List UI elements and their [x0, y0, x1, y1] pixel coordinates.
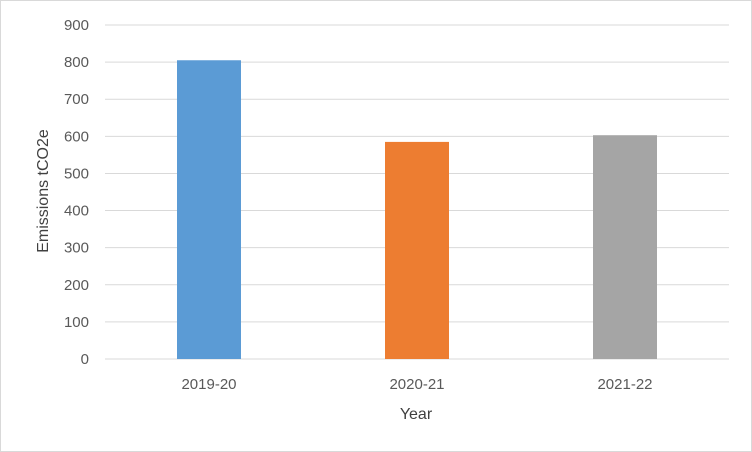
y-tick-label: 900 — [64, 17, 89, 34]
y-tick-label: 800 — [64, 54, 89, 71]
bar-2020-21 — [385, 141, 449, 359]
y-tick-label: 0 — [81, 351, 89, 368]
y-axis-title: Emissions tCO2e — [35, 129, 52, 253]
x-tick-label: 2021-22 — [597, 376, 652, 393]
y-tick-label: 700 — [64, 91, 89, 108]
bar-2019-20 — [177, 60, 241, 359]
bars — [177, 60, 657, 359]
x-tick-label: 2020-21 — [389, 376, 444, 393]
x-axis-ticks: 2019-20 2020-21 2021-22 — [181, 376, 652, 393]
y-tick-label: 500 — [64, 165, 89, 182]
y-tick-label: 400 — [64, 203, 89, 220]
y-tick-label: 600 — [64, 128, 89, 145]
y-tick-label: 200 — [64, 277, 89, 294]
y-axis-ticks: 0 100 200 300 400 500 600 700 800 900 — [64, 17, 89, 368]
y-tick-label: 300 — [64, 240, 89, 257]
y-tick-label: 100 — [64, 314, 89, 331]
x-tick-label: 2019-20 — [181, 376, 236, 393]
bar-2021-22 — [593, 135, 657, 359]
x-axis-title: Year — [400, 406, 433, 423]
